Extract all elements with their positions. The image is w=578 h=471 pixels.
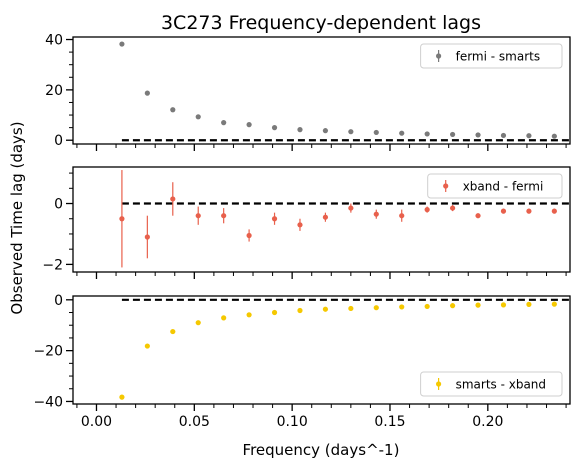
data-point xyxy=(170,196,176,202)
x-tick-label: 0.10 xyxy=(277,414,308,430)
x-tick-label: 0.00 xyxy=(81,414,112,430)
data-point xyxy=(399,213,405,219)
legend-marker xyxy=(443,183,449,189)
x-tick-label: 0.20 xyxy=(472,414,503,430)
data-point xyxy=(373,211,379,217)
legend: fermi - smarts xyxy=(420,43,563,69)
data-point xyxy=(322,306,329,312)
data-point xyxy=(399,130,405,136)
chart-title: 3C273 Frequency-dependent lags xyxy=(161,12,481,34)
data-point xyxy=(348,205,354,211)
data-point xyxy=(399,304,405,310)
legend: smarts - xband xyxy=(420,371,563,397)
legend-label: smarts - xband xyxy=(456,378,546,392)
data-point xyxy=(373,305,379,311)
data-point xyxy=(500,302,507,308)
legend-box xyxy=(427,173,563,199)
y-tick-label: −2 xyxy=(42,257,63,273)
data-point xyxy=(246,312,252,318)
legend: xband - fermi xyxy=(427,173,563,199)
series-points xyxy=(119,41,557,139)
y-tick-label: −20 xyxy=(33,344,63,360)
data-point xyxy=(475,132,481,138)
data-point xyxy=(195,213,201,219)
data-point xyxy=(144,343,150,349)
panel-1: 0 20 40 fermi - smarts xyxy=(45,33,571,151)
legend-label: xband - fermi xyxy=(463,180,544,194)
data-point xyxy=(373,129,379,136)
panel-2: −2 0 xband - fermi xyxy=(42,166,571,279)
data-point xyxy=(322,128,329,134)
data-point xyxy=(424,131,430,137)
data-point xyxy=(119,394,125,400)
y-tick-label: 0 xyxy=(54,197,63,213)
data-point xyxy=(221,213,227,219)
data-point xyxy=(144,234,150,240)
data-point xyxy=(551,301,557,307)
data-point xyxy=(297,307,303,314)
data-point xyxy=(246,122,252,128)
data-point xyxy=(297,127,303,133)
data-point xyxy=(449,303,456,309)
y-axis-label: Observed Time lag (days) xyxy=(8,121,26,314)
data-point xyxy=(271,125,278,131)
data-point xyxy=(348,129,354,135)
data-point xyxy=(322,214,329,220)
data-point xyxy=(500,132,507,139)
data-point xyxy=(449,131,456,138)
data-point xyxy=(526,301,532,307)
data-point xyxy=(195,320,201,326)
y-tick-label: 40 xyxy=(45,33,63,49)
y-tick-label: 0 xyxy=(54,133,63,149)
legend-box xyxy=(420,43,563,69)
data-point xyxy=(271,216,278,222)
y-tick-label: 0 xyxy=(54,293,63,309)
series-points xyxy=(119,170,557,268)
data-point xyxy=(475,213,481,219)
data-point xyxy=(271,309,278,316)
series-points xyxy=(119,301,557,400)
data-point xyxy=(475,302,481,308)
data-point xyxy=(424,303,430,310)
x-axis-label: Frequency (days^-1) xyxy=(243,441,400,459)
axes-frame xyxy=(72,166,571,273)
data-point xyxy=(246,232,252,239)
data-point xyxy=(500,208,507,214)
legend-marker xyxy=(436,381,442,387)
legend-box xyxy=(420,371,563,397)
panel-3: −40 −20 0 0.00 0.05 0.10 0.15 0.20 smarts - xban… xyxy=(33,293,571,430)
data-point xyxy=(119,216,125,222)
data-point xyxy=(119,41,125,47)
data-point xyxy=(221,315,227,321)
data-point xyxy=(526,133,532,139)
legend-label: fermi - smarts xyxy=(456,50,540,64)
legend-marker xyxy=(436,53,442,59)
data-point xyxy=(526,208,532,214)
data-point xyxy=(144,90,150,96)
data-point xyxy=(170,107,176,113)
data-point xyxy=(449,205,456,211)
x-tick-label: 0.05 xyxy=(179,414,210,430)
data-point xyxy=(221,120,227,126)
data-point xyxy=(297,222,303,228)
data-point xyxy=(551,208,557,214)
data-point xyxy=(424,207,430,213)
data-point xyxy=(195,114,201,120)
data-point xyxy=(170,328,176,335)
y-tick-label: −40 xyxy=(33,394,63,410)
x-tick-label: 0.15 xyxy=(374,414,405,430)
data-point xyxy=(348,305,354,312)
data-point xyxy=(551,133,557,139)
y-tick-label: 20 xyxy=(45,83,63,99)
